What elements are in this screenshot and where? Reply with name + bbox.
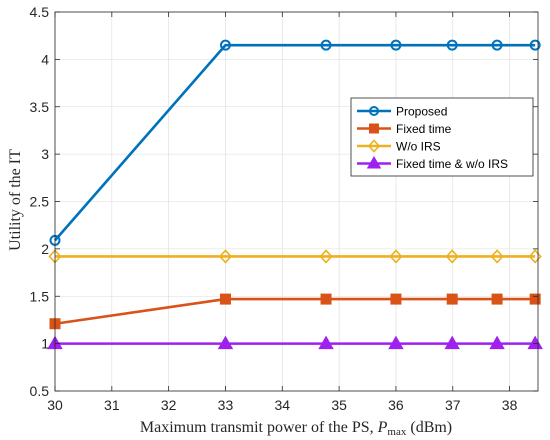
data-point xyxy=(390,293,402,305)
data-point xyxy=(528,249,542,264)
data-point xyxy=(491,39,503,51)
x-axis-label: Maximum transmit power of the PS, Pmax (… xyxy=(140,419,452,438)
data-point xyxy=(491,293,503,305)
x-tick-label: 34 xyxy=(275,397,291,413)
data-point xyxy=(320,39,332,51)
data-point xyxy=(529,39,541,51)
legend-label: Fixed time & w/o IRS xyxy=(396,157,508,171)
legend-label: W/o IRS xyxy=(396,140,441,154)
data-point xyxy=(319,249,333,264)
data-point xyxy=(217,335,234,350)
legend-label: Proposed xyxy=(396,105,447,119)
data-point xyxy=(489,335,505,350)
x-tick-label: 38 xyxy=(502,397,518,413)
x-axis-label-var: P xyxy=(377,419,388,436)
y-tick-label: 3 xyxy=(41,146,49,162)
y-tick-label: 4 xyxy=(41,51,49,67)
x-tick-label: 37 xyxy=(445,397,461,413)
y-tick-label: 4.5 xyxy=(30,4,50,20)
data-point xyxy=(390,39,402,51)
data-point xyxy=(445,249,459,264)
legend-label: Fixed time xyxy=(396,122,452,136)
y-tick-label: 3.5 xyxy=(30,99,50,115)
y-tick-label: 1.5 xyxy=(30,288,50,304)
y-tick-label: 2.5 xyxy=(30,194,50,210)
data-point xyxy=(219,293,231,305)
x-tick-label: 36 xyxy=(388,397,404,413)
x-tick-label: 35 xyxy=(331,397,347,413)
data-point xyxy=(446,39,458,51)
data-point xyxy=(446,293,458,305)
x-tick-label: 33 xyxy=(218,397,234,413)
x-axis-label-sub: max xyxy=(387,426,406,438)
y-tick-label: 2 xyxy=(41,241,49,257)
y-axis-label: Utility of the IT xyxy=(7,149,24,251)
data-point xyxy=(219,39,231,51)
data-point xyxy=(388,335,404,350)
data-point xyxy=(444,335,460,350)
legend-marker xyxy=(369,123,379,134)
data-point xyxy=(320,293,332,305)
x-tick-label: 31 xyxy=(104,397,120,413)
y-tick-label: 1 xyxy=(41,336,49,352)
legend-marker xyxy=(366,156,382,169)
legend-marker xyxy=(367,139,381,153)
series-markers xyxy=(47,39,543,350)
x-axis-label-unit: (dBm) xyxy=(406,419,452,436)
data-point xyxy=(389,249,403,264)
x-axis-ticks: 30 31 32 33 34 35 36 37 38 xyxy=(47,12,518,413)
data-point xyxy=(490,249,504,264)
legend: Proposed Fixed time W/o IRS Fixed time & w/… xyxy=(350,97,534,177)
x-tick-label: 32 xyxy=(161,397,177,413)
x-tick-label: 30 xyxy=(47,397,63,413)
data-point xyxy=(529,293,541,305)
data-point xyxy=(218,249,233,264)
series-line xyxy=(54,43,536,242)
legend-marker xyxy=(369,106,379,116)
x-axis-label-main: Maximum transmit power of the PS, xyxy=(140,419,378,436)
y-tick-label: 0.5 xyxy=(30,383,50,399)
y-axis-ticks: 0.5 1 1.5 2 2.5 3 3.5 4 4.5 xyxy=(30,4,538,399)
data-point xyxy=(318,335,334,350)
